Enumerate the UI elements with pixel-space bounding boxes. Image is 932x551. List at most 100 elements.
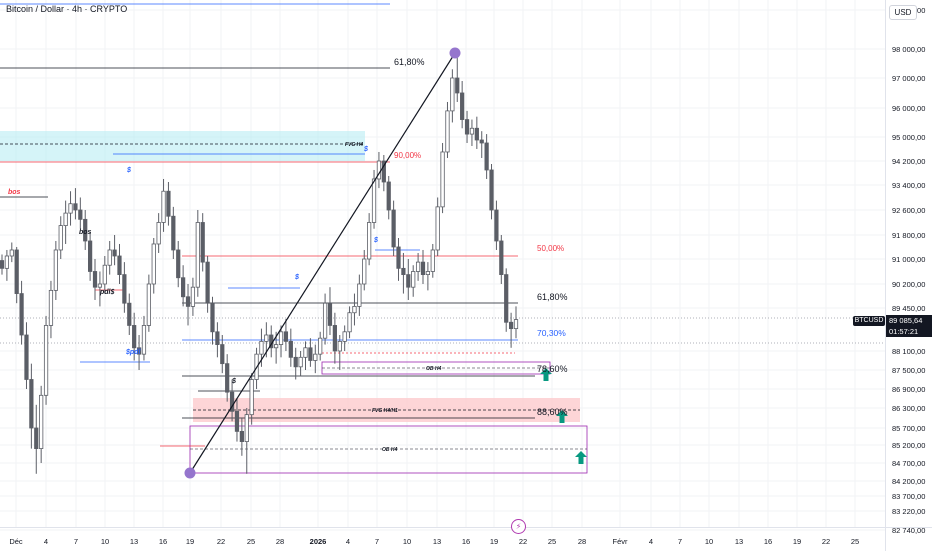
- candle-body-56: [274, 344, 279, 349]
- up-arrow-icon-0: [540, 368, 552, 381]
- zone-label-0: FVG H4: [345, 142, 363, 148]
- y-tick-10: 90 200,00: [892, 280, 925, 289]
- candle-body-12: [58, 225, 63, 251]
- candle-body-43: [210, 302, 215, 333]
- y-tick-18: 84 700,00: [892, 459, 925, 468]
- price-axis[interactable]: [885, 0, 932, 550]
- candle-body-25: [122, 274, 127, 304]
- annotation-7: $: [294, 274, 299, 281]
- x-tick-5: 16: [159, 537, 167, 546]
- candle-body-95: [464, 119, 470, 135]
- candle-body-33: [161, 190, 166, 223]
- annotation-1: $: [363, 146, 368, 153]
- y-tick-12: 88 100,00: [892, 347, 925, 356]
- candle-body-86: [420, 261, 426, 275]
- candle-body-92: [450, 77, 455, 112]
- candle-body-20: [97, 283, 103, 288]
- annotation-0: bos: [8, 189, 21, 196]
- y-tick-11: 89 450,00: [892, 304, 925, 313]
- candle-body-2: [9, 249, 14, 257]
- fib-anchor-high[interactable]: [449, 47, 461, 59]
- last-price-value: 89 085,64: [889, 316, 923, 325]
- candle-body-32: [156, 222, 161, 245]
- candle-body-102: [499, 240, 504, 275]
- candle-body-61: [298, 356, 303, 368]
- candle-body-76: [371, 178, 377, 223]
- fib-label-2: 90,00%: [394, 151, 421, 160]
- candle-body-27: [132, 325, 137, 349]
- candle-body-37: [181, 277, 186, 298]
- x-tick-7: 22: [217, 537, 225, 546]
- candle-body-46: [225, 363, 230, 393]
- candle-body-11: [53, 249, 58, 291]
- x-tick-17: 22: [519, 537, 527, 546]
- candle-body-63: [308, 347, 313, 361]
- last-price-symbol: BTCUSD: [853, 316, 885, 326]
- candle-body-69: [337, 340, 342, 352]
- annotation-5: $pdl: [125, 349, 141, 356]
- fvg-h4-zone-top: [0, 131, 365, 161]
- x-tick-27: 22: [822, 537, 830, 546]
- x-tick-0: Déc: [9, 537, 23, 546]
- candle-body-47: [229, 391, 235, 412]
- x-tick-8: 25: [247, 537, 255, 546]
- bar-countdown: 01:57:21: [889, 327, 919, 336]
- candle-body-42: [205, 261, 210, 304]
- candle-body-51: [249, 379, 254, 416]
- candle-body-64: [313, 353, 318, 361]
- y-tick-13: 87 500,00: [892, 366, 925, 375]
- y-tick-3: 96 000,00: [892, 104, 925, 113]
- candle-body-30: [146, 283, 151, 326]
- fib-anchor-low[interactable]: [184, 467, 196, 479]
- x-tick-11: 4: [346, 537, 350, 546]
- fib-trendline: [189, 52, 456, 474]
- x-tick-13: 10: [403, 537, 411, 546]
- x-tick-15: 16: [462, 537, 470, 546]
- x-tick-21: 4: [649, 537, 653, 546]
- candle-body-31: [151, 243, 156, 285]
- candle-body-75: [367, 222, 372, 260]
- candle-body-34: [166, 190, 171, 217]
- x-tick-14: 13: [433, 537, 441, 546]
- x-tick-9: 28: [276, 537, 284, 546]
- candle-body-89: [435, 206, 440, 251]
- candle-body-84: [411, 271, 416, 288]
- annotation-6: $: [231, 378, 236, 385]
- candle-body-14: [68, 203, 73, 214]
- chart-title: Bitcoin / Dollar · 4h · CRYPTO: [6, 4, 128, 14]
- candle-body-16: [78, 209, 83, 220]
- x-tick-20: Févr: [613, 537, 629, 546]
- candle-body-65: [318, 337, 323, 355]
- x-tick-26: 19: [793, 537, 801, 546]
- candle-body-104: [508, 321, 514, 330]
- y-tick-2: 97 000,00: [892, 74, 925, 83]
- candle-body-88: [430, 249, 435, 272]
- x-tick-19: 28: [578, 537, 586, 546]
- candle-body-68: [332, 325, 337, 352]
- currency-button[interactable]: USD: [889, 5, 917, 20]
- fib-label-1: 50,00%: [537, 244, 564, 253]
- candle-body-96: [469, 127, 475, 135]
- x-tick-25: 16: [764, 537, 772, 546]
- y-tick-14: 86 900,00: [892, 385, 925, 394]
- time-axis[interactable]: [0, 527, 885, 551]
- lightning-icon[interactable]: ⚡: [511, 519, 526, 534]
- candle-body-82: [401, 267, 406, 275]
- candle-body-59: [288, 340, 293, 358]
- candle-body-38: [185, 296, 191, 307]
- candle-body-60: [293, 356, 298, 368]
- candle-body-105: [513, 319, 519, 330]
- fib-label-3: 61,80%: [537, 292, 568, 302]
- ob-h4-box-lower: [189, 425, 588, 474]
- candle-body-45: [220, 344, 225, 365]
- candle-body-83: [406, 274, 411, 288]
- up-arrow-icon-2: [575, 451, 587, 464]
- candle-body-41: [200, 222, 205, 263]
- candle-body-10: [48, 289, 54, 326]
- candle-body-36: [176, 249, 181, 279]
- candle-body-79: [386, 181, 391, 211]
- y-tick-5: 94 200,00: [892, 157, 925, 166]
- zone-label-2: FVG H4/H1: [372, 408, 398, 414]
- y-tick-4: 95 000,00: [892, 133, 925, 142]
